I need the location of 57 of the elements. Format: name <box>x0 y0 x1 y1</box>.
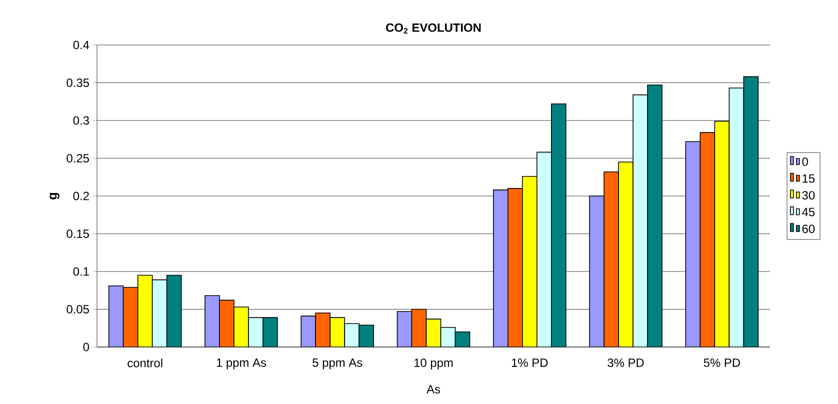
legend-label: 30 <box>802 191 815 200</box>
bar <box>344 323 360 347</box>
y-tick-label: 0.05 <box>66 305 89 314</box>
y-tick-label: 0 <box>83 342 90 352</box>
y-tick-label: 0.1 <box>73 267 89 276</box>
bar <box>728 88 744 347</box>
bar <box>685 141 701 347</box>
bar <box>122 286 138 347</box>
bar <box>234 306 249 347</box>
bar <box>589 196 604 347</box>
x-tick-label: 5 ppm As <box>312 358 362 370</box>
bar <box>108 285 124 347</box>
bar <box>551 103 566 347</box>
bar <box>396 311 412 347</box>
y-tick-label: 0.4 <box>73 40 90 50</box>
y-tick-label: 0.35 <box>66 78 89 87</box>
bar <box>604 171 619 347</box>
bar <box>700 132 716 347</box>
legend-label: 45 <box>802 208 815 216</box>
bar <box>315 312 331 347</box>
bar <box>204 295 220 347</box>
bar <box>522 176 538 347</box>
x-tick-label: 3% PD <box>608 358 644 367</box>
legend-label: 15 <box>802 174 815 183</box>
x-tick-label: control <box>128 358 162 368</box>
bar <box>536 152 552 347</box>
chart-title: CO$_{2}$ EVOLUTION <box>386 23 481 34</box>
bar <box>493 190 508 347</box>
bar <box>166 274 182 347</box>
bar <box>440 326 456 347</box>
y-axis-title: g <box>50 192 60 200</box>
bar <box>647 84 662 347</box>
bar <box>330 317 346 347</box>
bar <box>714 120 730 347</box>
bar <box>411 308 427 347</box>
bar <box>618 162 634 347</box>
y-tick-label: 0.2 <box>73 192 89 200</box>
bar <box>248 317 264 347</box>
x-tick-label: 5% PD <box>704 358 740 367</box>
bar <box>508 188 523 347</box>
x-tick-label: 10 ppm <box>414 358 453 370</box>
bar <box>743 76 759 347</box>
x-tick-label: 1 ppm As <box>216 358 266 370</box>
bar <box>137 274 153 347</box>
bar <box>632 94 648 347</box>
bar <box>300 316 316 347</box>
x-axis-title: As <box>426 385 440 394</box>
bar <box>262 317 278 347</box>
legend-label: 60 <box>802 224 815 234</box>
x-tick-label: 1% PD <box>512 358 548 367</box>
bar <box>152 279 168 347</box>
y-tick-label: 0.25 <box>66 154 89 162</box>
y-tick-label: 0.15 <box>66 230 89 238</box>
bar <box>426 318 442 347</box>
legend-label: 0 <box>802 158 808 166</box>
y-tick-label: 0.3 <box>73 116 89 125</box>
bar <box>219 300 234 347</box>
